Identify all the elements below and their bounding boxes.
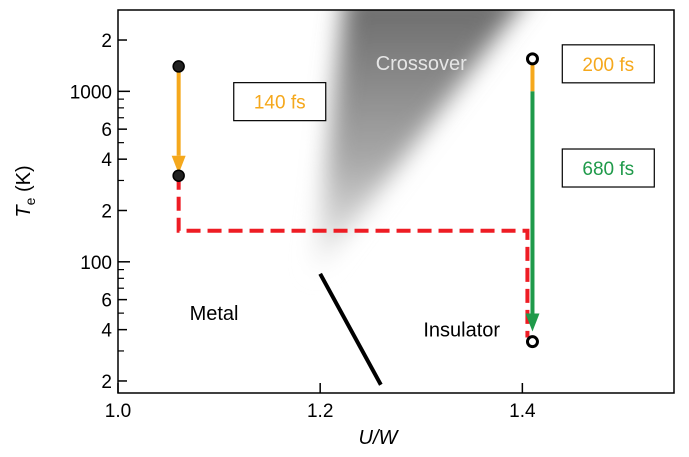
state-point-open [525,52,539,66]
text-layer: 140 fs 200 fs 680 fs 1.0 1.2 1.4 2 4 6 100 2 4 6 1000… [13,31,655,449]
y-axis-subscript: e [22,197,38,205]
region-label: Crossover [376,53,467,75]
y-tick-label: 4 [101,150,112,171]
crossover-band [315,10,518,274]
axes-layer [117,9,675,394]
transition-label-box [233,82,327,122]
y-tick-label: 6 [101,291,112,312]
crossover-band-layer [315,10,518,274]
y-tick-label: 100 [80,253,112,274]
transition-arrow-head [171,155,186,174]
y-tick-label: 2 [101,372,112,393]
metal-insulator-boundary-line [318,272,383,386]
y-axis-title-text: Te (K) [13,165,38,217]
transition-label: 140 fs [254,93,306,114]
transition-label: 680 fs [582,159,634,180]
transition-arrow-head [525,313,540,332]
y-tick-label: 1000 [70,82,112,103]
plot-frame [117,9,675,394]
state-point-open [525,335,539,349]
y-tick-label: 6 [101,120,112,141]
y-tick-label: 2 [101,31,112,52]
region-label: Insulator [423,320,500,342]
transition-label: 200 fs [582,55,634,76]
y-axis-symbol: T [13,204,35,218]
region-label: Metal [190,303,239,325]
x-tick-label: 1.2 [307,401,333,422]
x-axis-title: U/W [359,427,400,449]
x-tick-label: 1.4 [509,401,536,422]
cooling-path-dashed [176,175,530,338]
state-point-filled [172,60,185,73]
marks-layer [171,52,540,386]
state-point-filled [172,169,185,182]
y-axis-title: Te (K) [13,165,38,217]
transition-label-box [561,44,655,84]
x-tick-label: 1.0 [105,401,131,422]
y-axis-unit: (K) [13,165,35,197]
y-tick-label: 4 [101,321,112,342]
transition-label-box [561,148,655,188]
y-tick-label: 2 [101,201,112,222]
